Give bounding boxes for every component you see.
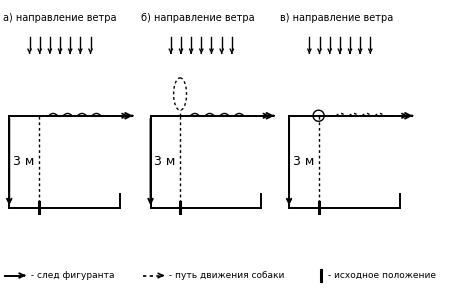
Text: 3 м: 3 м [13,156,34,168]
Text: 3 м: 3 м [154,156,176,168]
Text: 3 м: 3 м [293,156,314,168]
Text: в) направление ветра: в) направление ветра [280,13,393,23]
Text: - исходное положение: - исходное положение [325,271,436,280]
Text: б) направление ветра: б) направление ветра [141,13,255,23]
Text: - путь движения собаки: - путь движения собаки [166,271,284,280]
Text: - след фигуранта: - след фигуранта [28,271,114,280]
Text: а) направление ветра: а) направление ветра [3,13,116,23]
